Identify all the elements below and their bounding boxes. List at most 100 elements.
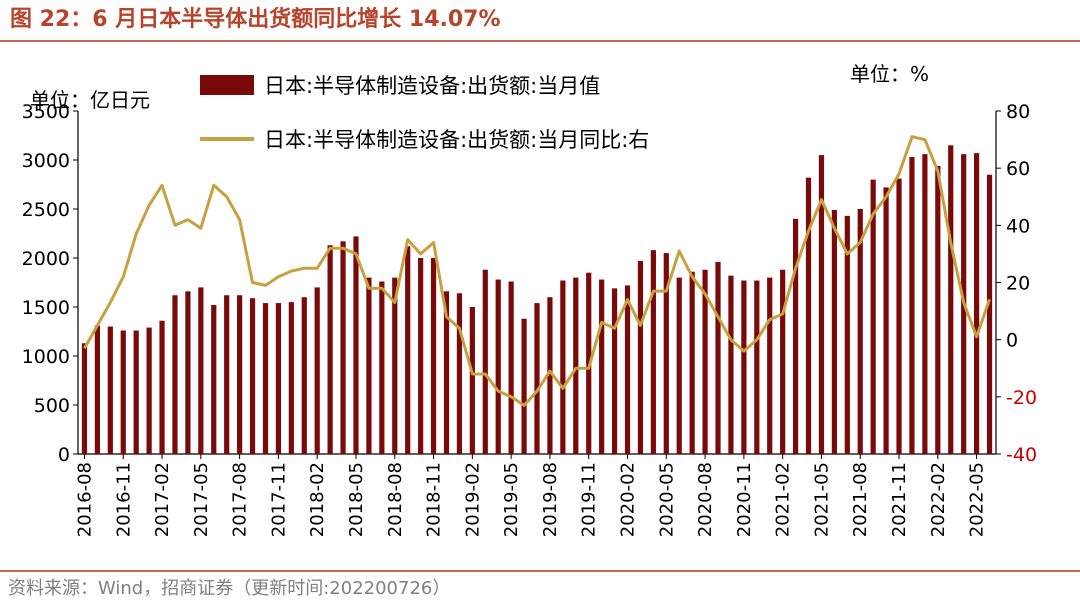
bar-shipment-value: [392, 277, 398, 454]
x-tick-label: 2016-11: [113, 462, 134, 537]
right-tick-label: 20: [1006, 273, 1030, 295]
chart-legend: 日本:半导体制造设备:出货额:当月值 日本:半导体制造设备:出货额:当月同比:右: [200, 68, 649, 176]
bar-shipment-value: [948, 145, 954, 455]
chart-axes: 0 500 1000 1500 2000 2500 3000 3500 -40 -20 0 20 40 6…: [22, 101, 1037, 537]
x-tick-label: 2017-02: [152, 462, 173, 537]
left-tick-label: 3000: [22, 150, 70, 172]
figure-title: 图 22：6 月日本半导体出货额同比增长 14.07%: [10, 7, 501, 32]
bar-shipment-value: [508, 281, 514, 454]
bar-shipment-value: [702, 269, 708, 454]
bar-shipment-value: [754, 280, 760, 454]
bar-shipment-value: [353, 236, 359, 454]
bar-shipment-value: [81, 343, 88, 454]
bar-shipment-value: [780, 269, 786, 454]
bar-shipment-value: [547, 297, 553, 454]
bar-series-monthly-shipments: [81, 145, 993, 455]
bar-shipment-value: [624, 285, 631, 454]
right-tick-label: -20: [1006, 387, 1037, 409]
bar-shipment-value: [301, 297, 307, 454]
bar-shipment-value: [430, 258, 437, 454]
right-tick-label: 40: [1006, 215, 1030, 237]
bar-shipment-value: [818, 155, 825, 454]
bar-shipment-value: [741, 280, 747, 454]
bar-shipment-value: [767, 277, 773, 454]
bar-shipment-value: [94, 325, 100, 454]
bar-shipment-value: [107, 326, 113, 454]
x-tick-label: 2022-05: [967, 462, 988, 537]
right-axis-unit: 单位：%: [850, 62, 930, 86]
x-tick-label: 2021-02: [773, 462, 794, 537]
x-tick-label: 2018-08: [385, 462, 406, 537]
x-tick-label: 2020-11: [734, 462, 755, 537]
left-tick-label: 1000: [22, 346, 70, 368]
bar-shipment-value: [495, 279, 501, 454]
left-tick-label: 500: [34, 395, 70, 417]
bar-shipment-value: [366, 277, 372, 454]
left-tick-label: 2500: [22, 199, 70, 221]
bar-shipment-value: [650, 250, 656, 454]
bar-shipment-value: [120, 330, 126, 454]
x-tick-label: 2017-11: [268, 462, 289, 537]
bar-shipment-value: [262, 303, 269, 454]
bar-shipment-value: [534, 303, 540, 454]
bar-shipment-value: [922, 154, 928, 454]
bar-shipment-value: [379, 281, 385, 454]
bar-shipment-value: [340, 241, 346, 454]
legend-label-bar: 日本:半导体制造设备:出货额:当月值: [264, 74, 601, 98]
bar-shipment-value: [443, 291, 450, 454]
right-tick-label: 0: [1006, 330, 1018, 352]
x-tick-label: 2018-11: [424, 462, 445, 537]
x-tick-label: 2019-11: [579, 462, 600, 537]
bar-shipment-value: [857, 209, 863, 454]
bar-shipment-value: [159, 320, 165, 454]
x-tick-label: 2017-05: [191, 462, 212, 537]
bar-shipment-value: [288, 302, 294, 454]
bar-shipment-value: [469, 307, 475, 454]
bar-shipment-value: [986, 174, 993, 454]
bar-shipment-value: [935, 165, 941, 454]
bar-shipment-value: [521, 318, 527, 454]
bar-shipment-value: [974, 153, 980, 454]
bar-shipment-value: [573, 277, 579, 454]
x-tick-label: 2017-08: [230, 462, 251, 537]
x-tick-label: 2019-02: [462, 462, 483, 537]
legend-label-line: 日本:半导体制造设备:出货额:当月同比:右: [264, 128, 650, 152]
bar-shipment-value: [327, 245, 333, 454]
bar-shipment-value: [715, 261, 721, 454]
bar-shipment-value: [224, 295, 230, 454]
bar-shipment-value: [611, 288, 618, 454]
x-tick-label: 2016-08: [74, 462, 95, 537]
bar-shipment-value: [637, 260, 644, 454]
left-tick-label: 3500: [22, 101, 70, 123]
x-tick-label: 2022-02: [928, 462, 949, 537]
legend-swatch-line: [200, 137, 254, 141]
x-tick-label: 2018-05: [346, 462, 367, 537]
left-axis-unit: 单位：亿日元: [30, 88, 150, 112]
bar-shipment-value: [870, 179, 876, 454]
bar-shipment-value: [146, 327, 152, 454]
legend-swatch-bar: [200, 75, 254, 95]
footer-divider: [0, 570, 1080, 572]
bar-shipment-value: [418, 258, 424, 454]
bar-shipment-value: [728, 275, 734, 454]
x-tick-label: 2021-08: [850, 462, 871, 537]
bar-shipment-value: [249, 298, 256, 454]
x-tick-label: 2021-11: [889, 462, 910, 537]
title-divider: [0, 40, 1080, 42]
bar-shipment-value: [676, 277, 682, 454]
line-series-yoy-growth: [83, 135, 991, 407]
x-tick-label: 2018-02: [307, 462, 328, 537]
bar-shipment-value: [314, 287, 320, 454]
x-tick-label: 2019-08: [540, 462, 561, 537]
bar-shipment-value: [172, 295, 178, 454]
left-tick-label: 0: [58, 444, 70, 466]
legend-item-bar: 日本:半导体制造设备:出货额:当月值: [200, 68, 649, 102]
bar-shipment-value: [805, 177, 812, 454]
legend-item-line: 日本:半导体制造设备:出货额:当月同比:右: [200, 122, 649, 156]
right-tick-label: 60: [1006, 158, 1030, 180]
bar-shipment-value: [663, 253, 669, 454]
bar-shipment-value: [560, 280, 566, 454]
bar-shipment-value: [211, 305, 217, 454]
x-tick-label: 2020-02: [618, 462, 639, 537]
x-tick-label: 2020-08: [695, 462, 716, 537]
